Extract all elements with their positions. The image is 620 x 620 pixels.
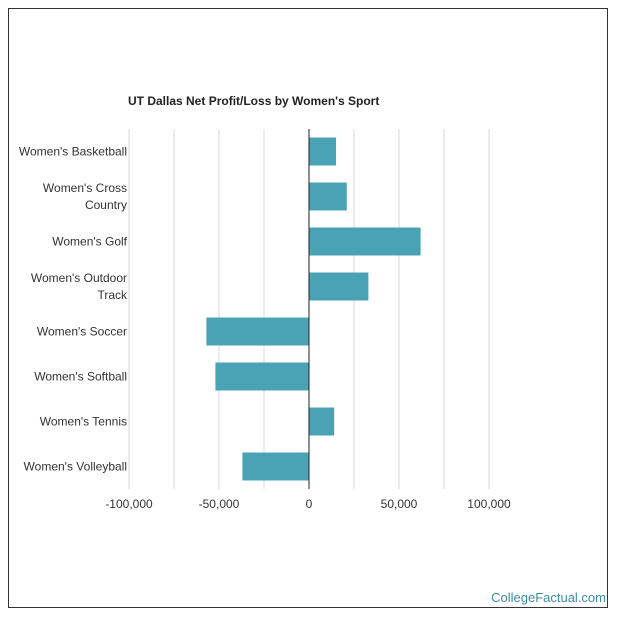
bar[interactable]: [242, 452, 309, 481]
category-label: Women's Cross Country: [43, 181, 127, 212]
bar[interactable]: [309, 137, 336, 166]
bars: [206, 137, 421, 481]
category-label-line: Women's Cross: [43, 181, 127, 195]
category-label-line: Women's Basketball: [19, 145, 127, 159]
category-label-line: Women's Softball: [34, 370, 127, 384]
bar[interactable]: [309, 182, 347, 211]
bar[interactable]: [215, 362, 309, 391]
category-label: Women's Basketball: [19, 145, 127, 159]
category-label-line: Women's Volleyball: [24, 460, 127, 474]
category-label-line: Women's Tennis: [40, 415, 127, 429]
x-tick-label: 0: [306, 497, 313, 511]
category-label: Women's Softball: [34, 370, 127, 384]
x-tick-labels: -100,000 -50,000 0 50,000 100,000: [105, 497, 511, 511]
x-tick-label: 100,000: [467, 497, 511, 511]
bar[interactable]: [309, 407, 335, 436]
category-label: Women's Volleyball: [24, 460, 127, 474]
category-label-line: Country: [85, 198, 127, 212]
category-label: Women's Golf: [52, 235, 127, 249]
category-label-line: Track: [97, 288, 128, 302]
gridlines: [128, 129, 490, 489]
category-label: Women's Tennis: [40, 415, 127, 429]
chart-title: UT Dallas Net Profit/Loss by Women's Spo…: [128, 94, 380, 108]
bar[interactable]: [206, 317, 309, 346]
category-label: Women's Soccer: [37, 325, 127, 339]
x-tick-label: -50,000: [199, 497, 240, 511]
x-tick-label: -100,000: [105, 497, 153, 511]
source-credit-link[interactable]: CollegeFactual.com: [491, 590, 606, 605]
x-tick-label: 50,000: [381, 497, 418, 511]
category-label-line: Women's Outdoor: [31, 271, 127, 285]
category-label-line: Women's Golf: [52, 235, 127, 249]
chart-frame: [8, 8, 608, 608]
category-label-line: Women's Soccer: [37, 325, 127, 339]
bar[interactable]: [309, 272, 369, 301]
bar[interactable]: [309, 227, 421, 256]
category-label: Women's Outdoor Track: [31, 271, 128, 302]
